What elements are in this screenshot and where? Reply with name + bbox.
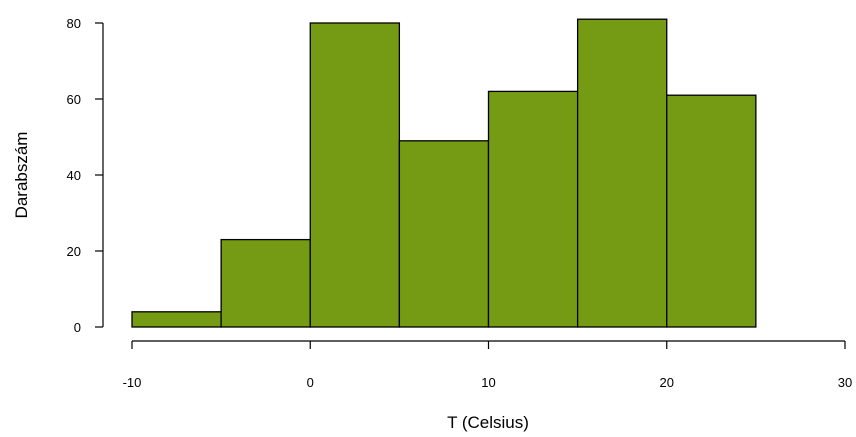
y-tick-label-3: 60: [67, 92, 81, 107]
histogram-bar-1: [220, 238, 311, 328]
histogram-bar-0: [131, 311, 222, 328]
y-tick-label-1: 20: [67, 244, 81, 259]
x-tick-label-3: 20: [660, 375, 674, 390]
x-tick-label-0: -10: [123, 375, 142, 390]
histogram-bar-5: [576, 18, 668, 328]
x-tick-label-1: 0: [307, 375, 314, 390]
y-tick-label-0: 0: [74, 320, 81, 335]
y-tick-label-2: 40: [67, 168, 81, 183]
histogram-bar-2: [309, 22, 401, 328]
histogram-bars: [131, 18, 757, 328]
y-axis-title: Darabszám: [12, 132, 31, 219]
y-axis: 0 20 40 60 80: [67, 16, 104, 335]
histogram-bar-3: [398, 140, 490, 328]
x-tick-label-4: 30: [838, 375, 852, 390]
histogram-bar-6: [666, 94, 757, 328]
x-axis: -10 0 10 20 30: [123, 340, 852, 390]
histogram-bar-4: [487, 90, 579, 328]
x-axis-title: T (Celsius): [447, 413, 529, 432]
x-tick-label-2: 10: [481, 375, 495, 390]
y-tick-label-4: 80: [67, 16, 81, 31]
